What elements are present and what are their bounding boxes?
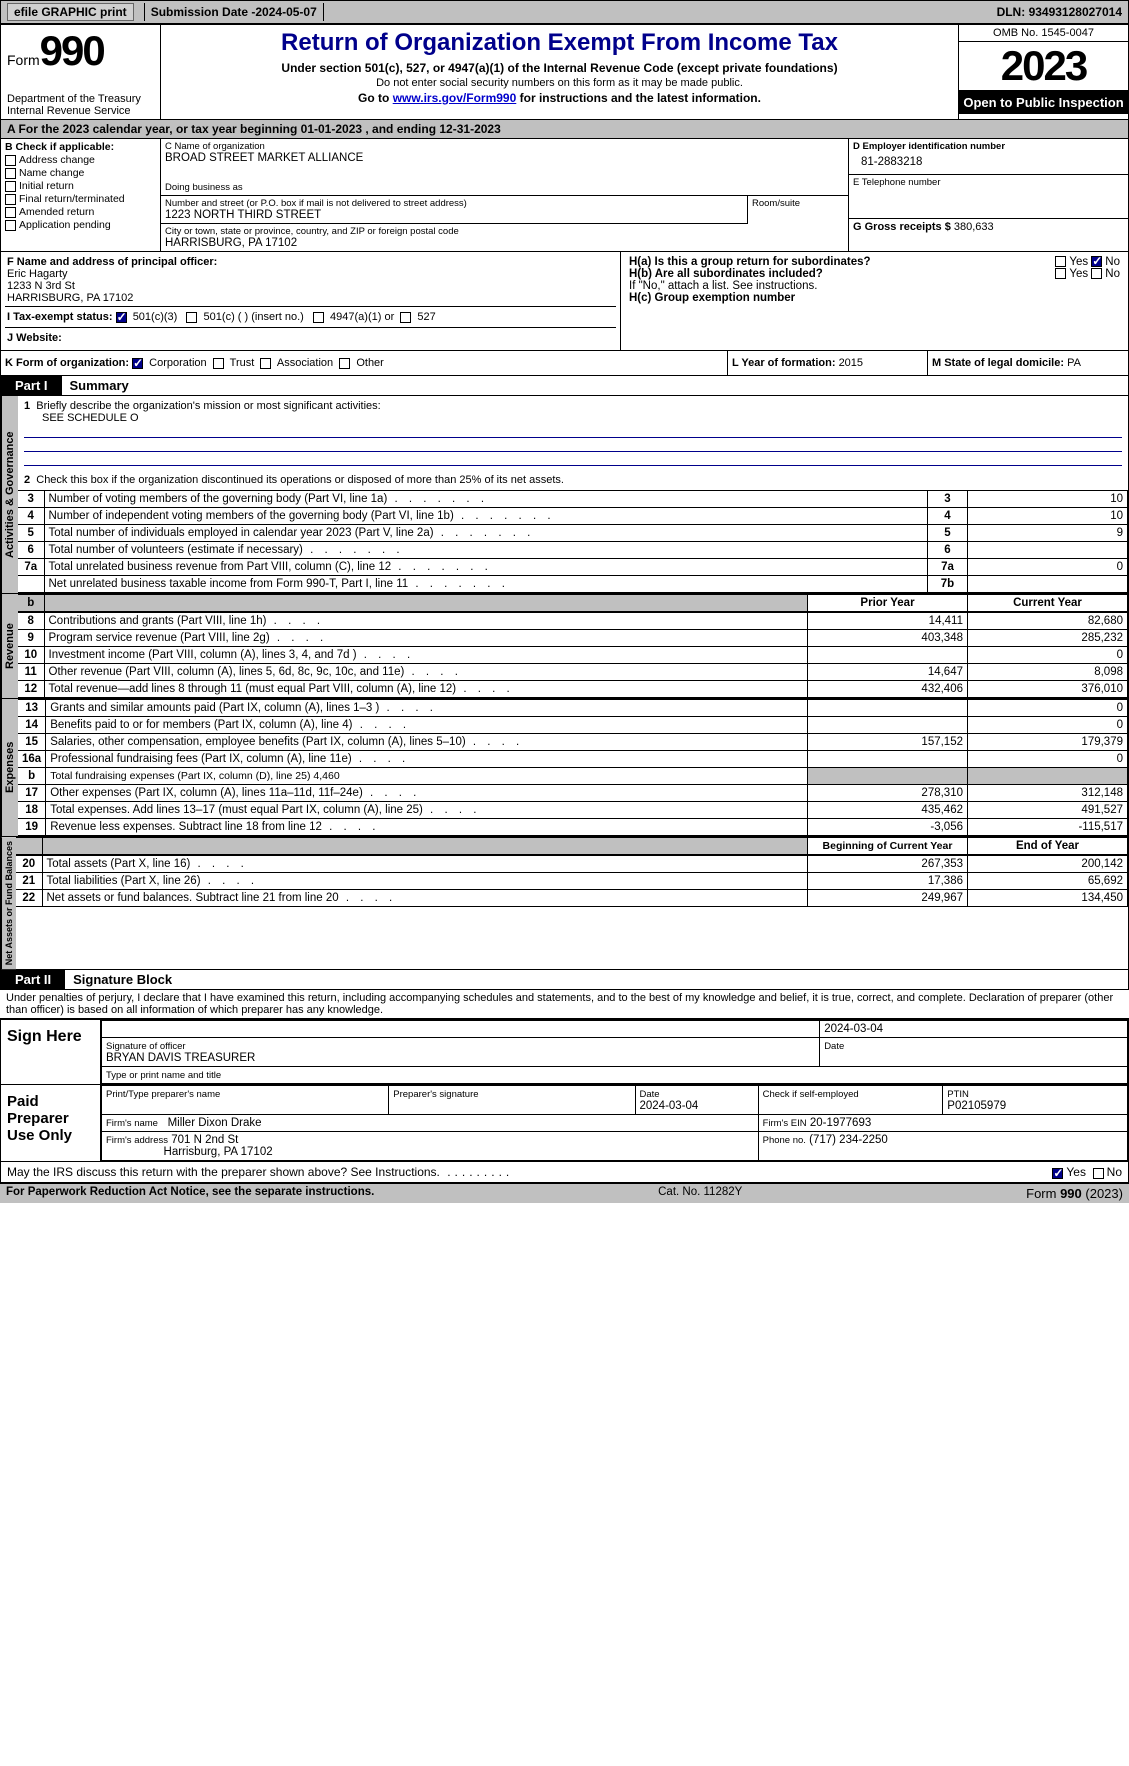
firm-phone: (717) 234-2250 — [809, 1134, 888, 1146]
rev-label: Revenue — [1, 594, 18, 698]
open-inspection: Open to Public Inspection — [959, 91, 1128, 114]
501c3-checkbox — [116, 312, 127, 323]
ptin: P02105979 — [947, 1100, 1006, 1112]
klm-box: K Form of organization: Corporation Trus… — [0, 351, 1129, 376]
form-title: Return of Organization Exempt From Incom… — [169, 29, 950, 57]
ssn-note: Do not enter social security numbers on … — [169, 77, 950, 89]
tax-year-line: A For the 2023 calendar year, or tax yea… — [0, 120, 1129, 139]
state-domicile: PA — [1067, 357, 1081, 369]
officer-name: Eric Hagarty — [7, 268, 68, 280]
officer-signature: BRYAN DAVIS TREASURER — [106, 1052, 255, 1064]
perjury-text: Under penalties of perjury, I declare th… — [0, 990, 1129, 1018]
netassets-table: 20Total assets (Part X, line 16) . . . .… — [16, 855, 1128, 907]
may-yes — [1052, 1168, 1063, 1179]
form-word: Form — [7, 52, 40, 68]
exp-label: Expenses — [1, 699, 18, 836]
year-formed: 2015 — [839, 357, 863, 369]
form-subtitle: Under section 501(c), 527, or 4947(a)(1)… — [169, 61, 950, 75]
top-bar: efile GRAPHIC print Submission Date - 20… — [0, 0, 1129, 24]
gov-label: Activities & Governance — [1, 396, 18, 593]
tax-year: 2023 — [959, 42, 1128, 91]
group-return-no — [1091, 256, 1102, 267]
expense-table: 13Grants and similar amounts paid (Part … — [18, 699, 1128, 836]
omb-number: OMB No. 1545-0047 — [959, 25, 1128, 42]
efile-button[interactable]: efile GRAPHIC print — [7, 3, 134, 21]
net-label: Net Assets or Fund Balances — [1, 837, 16, 969]
footer: For Paperwork Reduction Act Notice, see … — [0, 1183, 1129, 1203]
part2-header: Part II Signature Block — [0, 970, 1129, 990]
section-b: B Check if applicable: Address change Na… — [1, 139, 161, 251]
mission: SEE SCHEDULE O — [42, 412, 139, 424]
governance-table: 3Number of voting members of the governi… — [18, 490, 1128, 593]
gross-receipts: 380,633 — [954, 221, 994, 233]
corp-checkbox — [132, 358, 143, 369]
org-name: BROAD STREET MARKET ALLIANCE — [165, 152, 844, 164]
part1-header: Part I Summary — [0, 376, 1129, 396]
form-number: 990 — [40, 27, 104, 74]
irs-link[interactable]: www.irs.gov/Form990 — [393, 91, 517, 105]
revenue-hdr: b Prior Year Current Year — [18, 594, 1128, 612]
firm-name: Miller Dixon Drake — [168, 1117, 262, 1129]
part1-body: Activities & Governance 1 Briefly descri… — [0, 396, 1129, 594]
org-city: HARRISBURG, PA 17102 — [165, 237, 844, 249]
dln-label: DLN: — [997, 5, 1029, 19]
dept-label: Department of the Treasury Internal Reve… — [7, 93, 154, 117]
revenue-table: 8Contributions and grants (Part VIII, li… — [18, 612, 1128, 698]
subdate: 2024-05-07 — [255, 5, 316, 19]
officer-status-box: F Name and address of principal officer:… — [0, 252, 1129, 351]
subdate-label: Submission Date - — [151, 5, 256, 19]
dln-value: 93493128027014 — [1029, 5, 1122, 19]
signature-block: Sign Here 2024-03-04 Signature of office… — [0, 1018, 1129, 1162]
form-header: Form990 Department of the Treasury Inter… — [0, 24, 1129, 120]
ein: 81-2883218 — [853, 152, 1124, 172]
org-address: 1223 NORTH THIRD STREET — [165, 209, 743, 221]
entity-box: B Check if applicable: Address change Na… — [0, 139, 1129, 252]
may-discuss: May the IRS discuss this return with the… — [0, 1162, 1129, 1183]
